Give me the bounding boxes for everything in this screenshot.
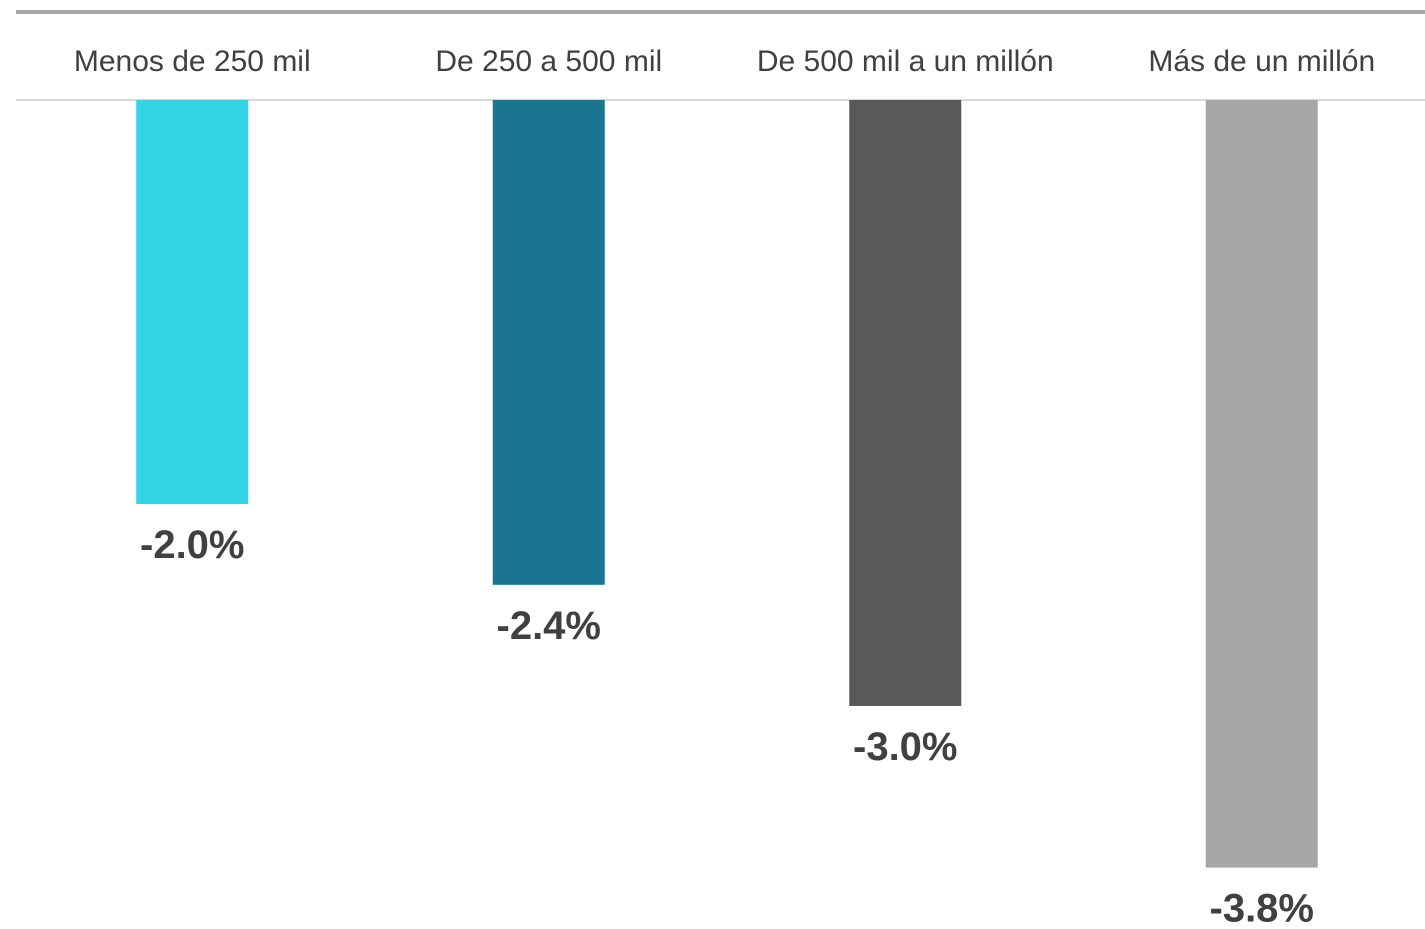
value-label-3: -3.8% [1210,887,1315,929]
value-label-0: -2.0% [140,523,245,567]
bar-1 [492,100,605,585]
category-labels: Menos de 250 mil De 250 a 500 mil De 500 m… [74,45,1375,78]
bar-2 [849,100,962,706]
value-label-2: -3.0% [853,725,958,769]
value-label-1: -2.4% [497,604,602,648]
category-label-3: Más de un millón [1148,45,1375,78]
category-label-1: De 250 a 500 mil [435,45,662,78]
value-labels: -2.0% -2.4% -3.0% -3.8% [140,523,1314,929]
bar-0 [136,100,249,504]
bar-3 [1205,100,1318,868]
category-label-2: De 500 mil a un millón [757,45,1054,78]
bars [136,100,1318,868]
category-label-0: Menos de 250 mil [74,45,311,78]
